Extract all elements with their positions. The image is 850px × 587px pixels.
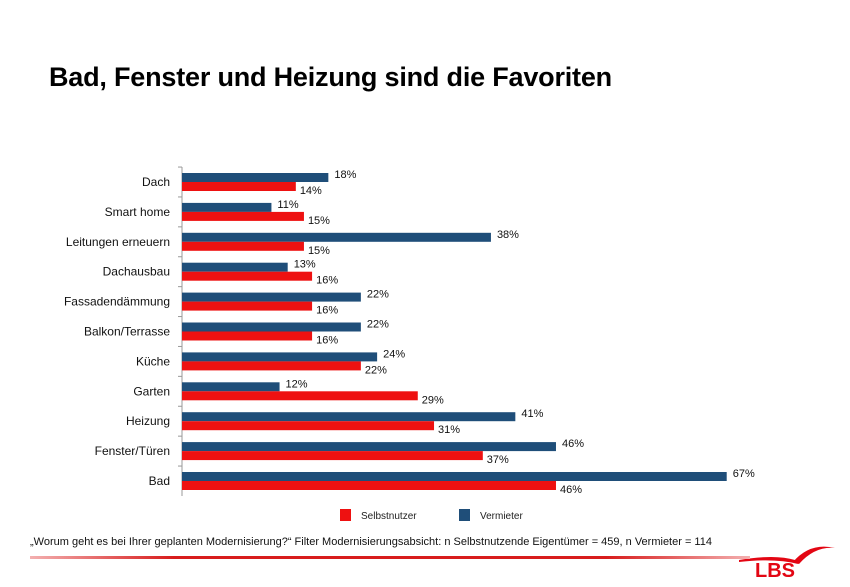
category-label: Leitungen erneuern <box>66 235 170 249</box>
category-label: Balkon/Terrasse <box>84 325 170 339</box>
data-label-selbstnutzer: 46% <box>560 484 582 496</box>
legend-label-selbstnutzer: Selbstnutzer <box>361 511 417 522</box>
legend-swatch-selbstnutzer <box>340 509 351 521</box>
svg-text:LBS: LBS <box>755 560 795 580</box>
bar-selbstnutzer <box>182 182 296 191</box>
category-label: Fassadendämmung <box>64 295 170 309</box>
category-label: Küche <box>136 354 170 368</box>
data-label-vermieter: 67% <box>733 468 755 480</box>
bar-selbstnutzer <box>182 361 361 371</box>
category-label: Heizung <box>126 414 170 428</box>
lbs-logo: LBS <box>739 546 835 580</box>
bar-selbstnutzer <box>182 301 313 311</box>
data-label-vermieter: 38% <box>497 229 519 241</box>
bar-vermieter <box>182 202 272 212</box>
data-label-selbstnutzer: 29% <box>422 394 444 406</box>
data-label-selbstnutzer: 16% <box>316 335 338 347</box>
data-label-selbstnutzer: 15% <box>308 245 330 257</box>
bar-selbstnutzer <box>182 451 483 461</box>
data-label-vermieter: 46% <box>562 438 584 450</box>
legend-swatch-vermieter <box>459 509 470 521</box>
data-label-selbstnutzer: 22% <box>365 364 387 376</box>
footnote: „Worum geht es bei Ihrer geplanten Moder… <box>30 536 712 548</box>
footer-divider <box>30 556 750 559</box>
category-label: Dachausbau <box>103 265 170 279</box>
data-label-vermieter: 24% <box>383 348 405 360</box>
bar-selbstnutzer <box>182 331 313 341</box>
bar-selbstnutzer <box>182 271 313 281</box>
data-label-vermieter: 22% <box>367 289 389 301</box>
data-label-vermieter: 22% <box>367 319 389 331</box>
data-label-selbstnutzer: 37% <box>487 454 509 466</box>
category-label: Bad <box>149 474 170 488</box>
data-label-selbstnutzer: 15% <box>308 215 330 227</box>
data-label-vermieter: 18% <box>334 169 356 181</box>
bar-selbstnutzer <box>182 421 435 431</box>
bar-selbstnutzer <box>182 481 556 490</box>
category-label: Garten <box>133 384 170 398</box>
data-label-selbstnutzer: 16% <box>316 275 338 287</box>
bar-selbstnutzer <box>182 211 304 221</box>
category-label: Fenster/Türen <box>95 444 170 458</box>
legend-label-vermieter: Vermieter <box>480 511 523 522</box>
bar-vermieter <box>182 232 491 242</box>
data-label-selbstnutzer: 31% <box>438 424 460 436</box>
bar-vermieter <box>182 472 727 481</box>
data-label-vermieter: 12% <box>286 378 308 390</box>
bar-vermieter <box>182 292 361 302</box>
bar-selbstnutzer <box>182 391 418 401</box>
category-label: Dach <box>142 175 170 189</box>
data-label-vermieter: 41% <box>521 408 543 420</box>
bar-vermieter <box>182 322 361 332</box>
data-label-selbstnutzer: 14% <box>300 185 322 197</box>
data-label-selbstnutzer: 16% <box>316 305 338 317</box>
category-label: Smart home <box>105 205 171 219</box>
data-label-vermieter: 11% <box>277 199 298 211</box>
bar-vermieter <box>182 412 516 422</box>
chart-title: Bad, Fenster und Heizung sind die Favori… <box>49 62 612 92</box>
bar-vermieter <box>182 442 556 452</box>
data-label-vermieter: 13% <box>294 259 316 271</box>
bar-vermieter <box>182 352 378 362</box>
bar-vermieter <box>182 382 280 392</box>
bar-vermieter <box>182 173 329 182</box>
bar-vermieter <box>182 262 288 272</box>
bar-selbstnutzer <box>182 241 304 251</box>
